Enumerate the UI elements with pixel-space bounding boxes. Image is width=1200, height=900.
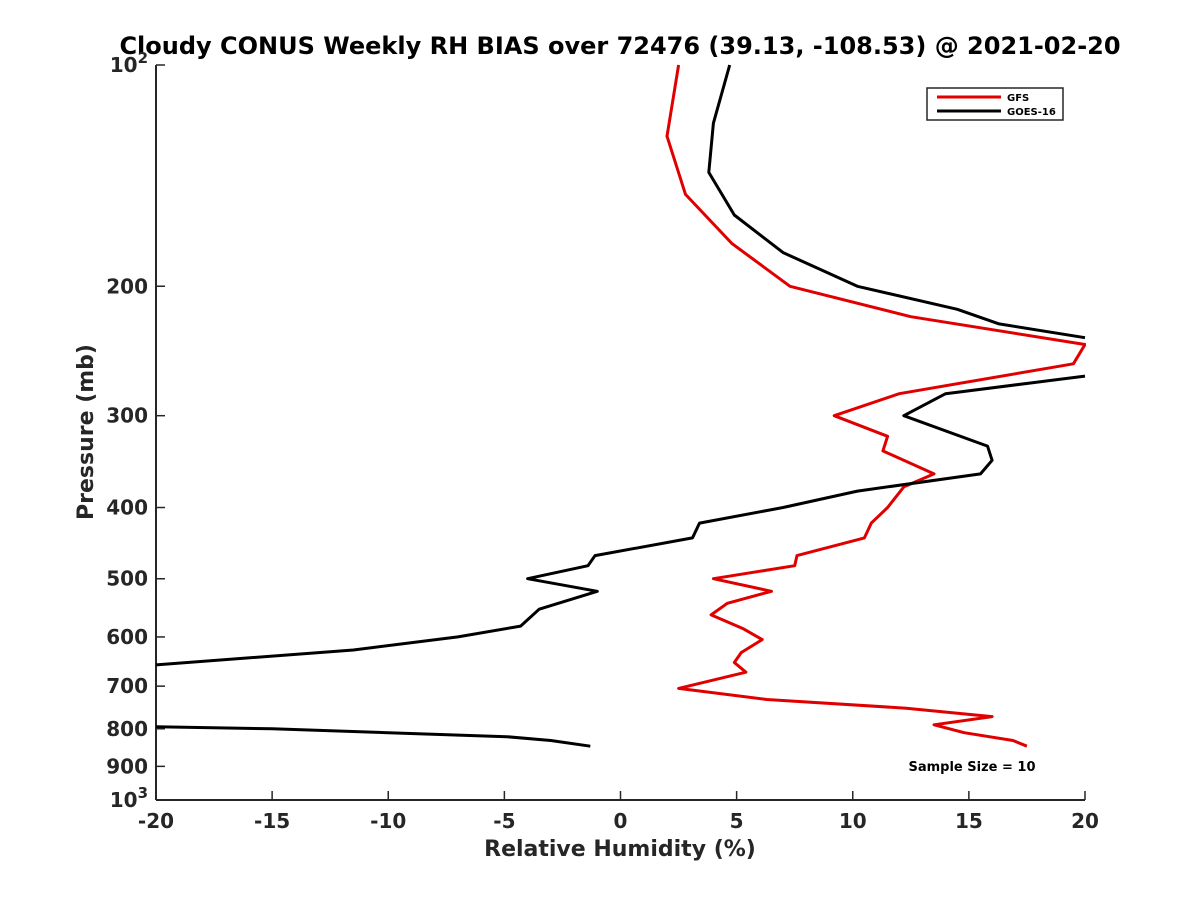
y-tick-label: 300 bbox=[106, 404, 148, 428]
y-tick-label: 200 bbox=[106, 274, 148, 298]
y-tick-label: 103 bbox=[110, 784, 148, 812]
y-tick-label: 600 bbox=[106, 625, 148, 649]
y-tick-label: 400 bbox=[106, 496, 148, 520]
chart-title: Cloudy CONUS Weekly RH BIAS over 72476 (… bbox=[119, 32, 1120, 60]
y-tick-label: 800 bbox=[106, 717, 148, 741]
legend-label-goes16: GOES-16 bbox=[1007, 107, 1056, 118]
x-tick-label: -5 bbox=[493, 809, 515, 833]
plot-frame bbox=[155, 65, 1085, 801]
x-axis-label: Relative Humidity (%) bbox=[484, 837, 756, 862]
x-tick-label: 0 bbox=[614, 809, 628, 833]
series-line-gfs bbox=[665, 64, 1086, 748]
x-axis-ticks: -20 -15 -10 -5 0 5 10 15 20 bbox=[138, 791, 1099, 833]
y-tick-label: 700 bbox=[106, 674, 148, 698]
y-axis-label: Pressure (mb) bbox=[74, 344, 99, 520]
legend: GFS GOES-16 bbox=[926, 87, 1064, 121]
y-tick-label: 500 bbox=[106, 567, 148, 591]
x-tick-label: -15 bbox=[254, 809, 290, 833]
series-line-goes-16 bbox=[156, 64, 1086, 748]
y-tick-label: 900 bbox=[106, 754, 148, 778]
x-tick-label: 5 bbox=[730, 809, 744, 833]
x-tick-label: -20 bbox=[138, 809, 174, 833]
x-tick-label: 20 bbox=[1071, 809, 1099, 833]
series-layer bbox=[156, 64, 1086, 748]
legend-label-gfs: GFS bbox=[1007, 93, 1029, 104]
legend-box bbox=[926, 87, 1064, 121]
sample-size-annotation: Sample Size = 10 bbox=[908, 760, 1035, 775]
x-tick-label: 15 bbox=[955, 809, 983, 833]
x-tick-label: -10 bbox=[370, 809, 406, 833]
y-axis-ticks: 102 200 300 400 500 600 700 800 900 103 bbox=[106, 49, 165, 812]
y-tick-label: 102 bbox=[110, 49, 148, 77]
x-tick-label: 10 bbox=[839, 809, 867, 833]
